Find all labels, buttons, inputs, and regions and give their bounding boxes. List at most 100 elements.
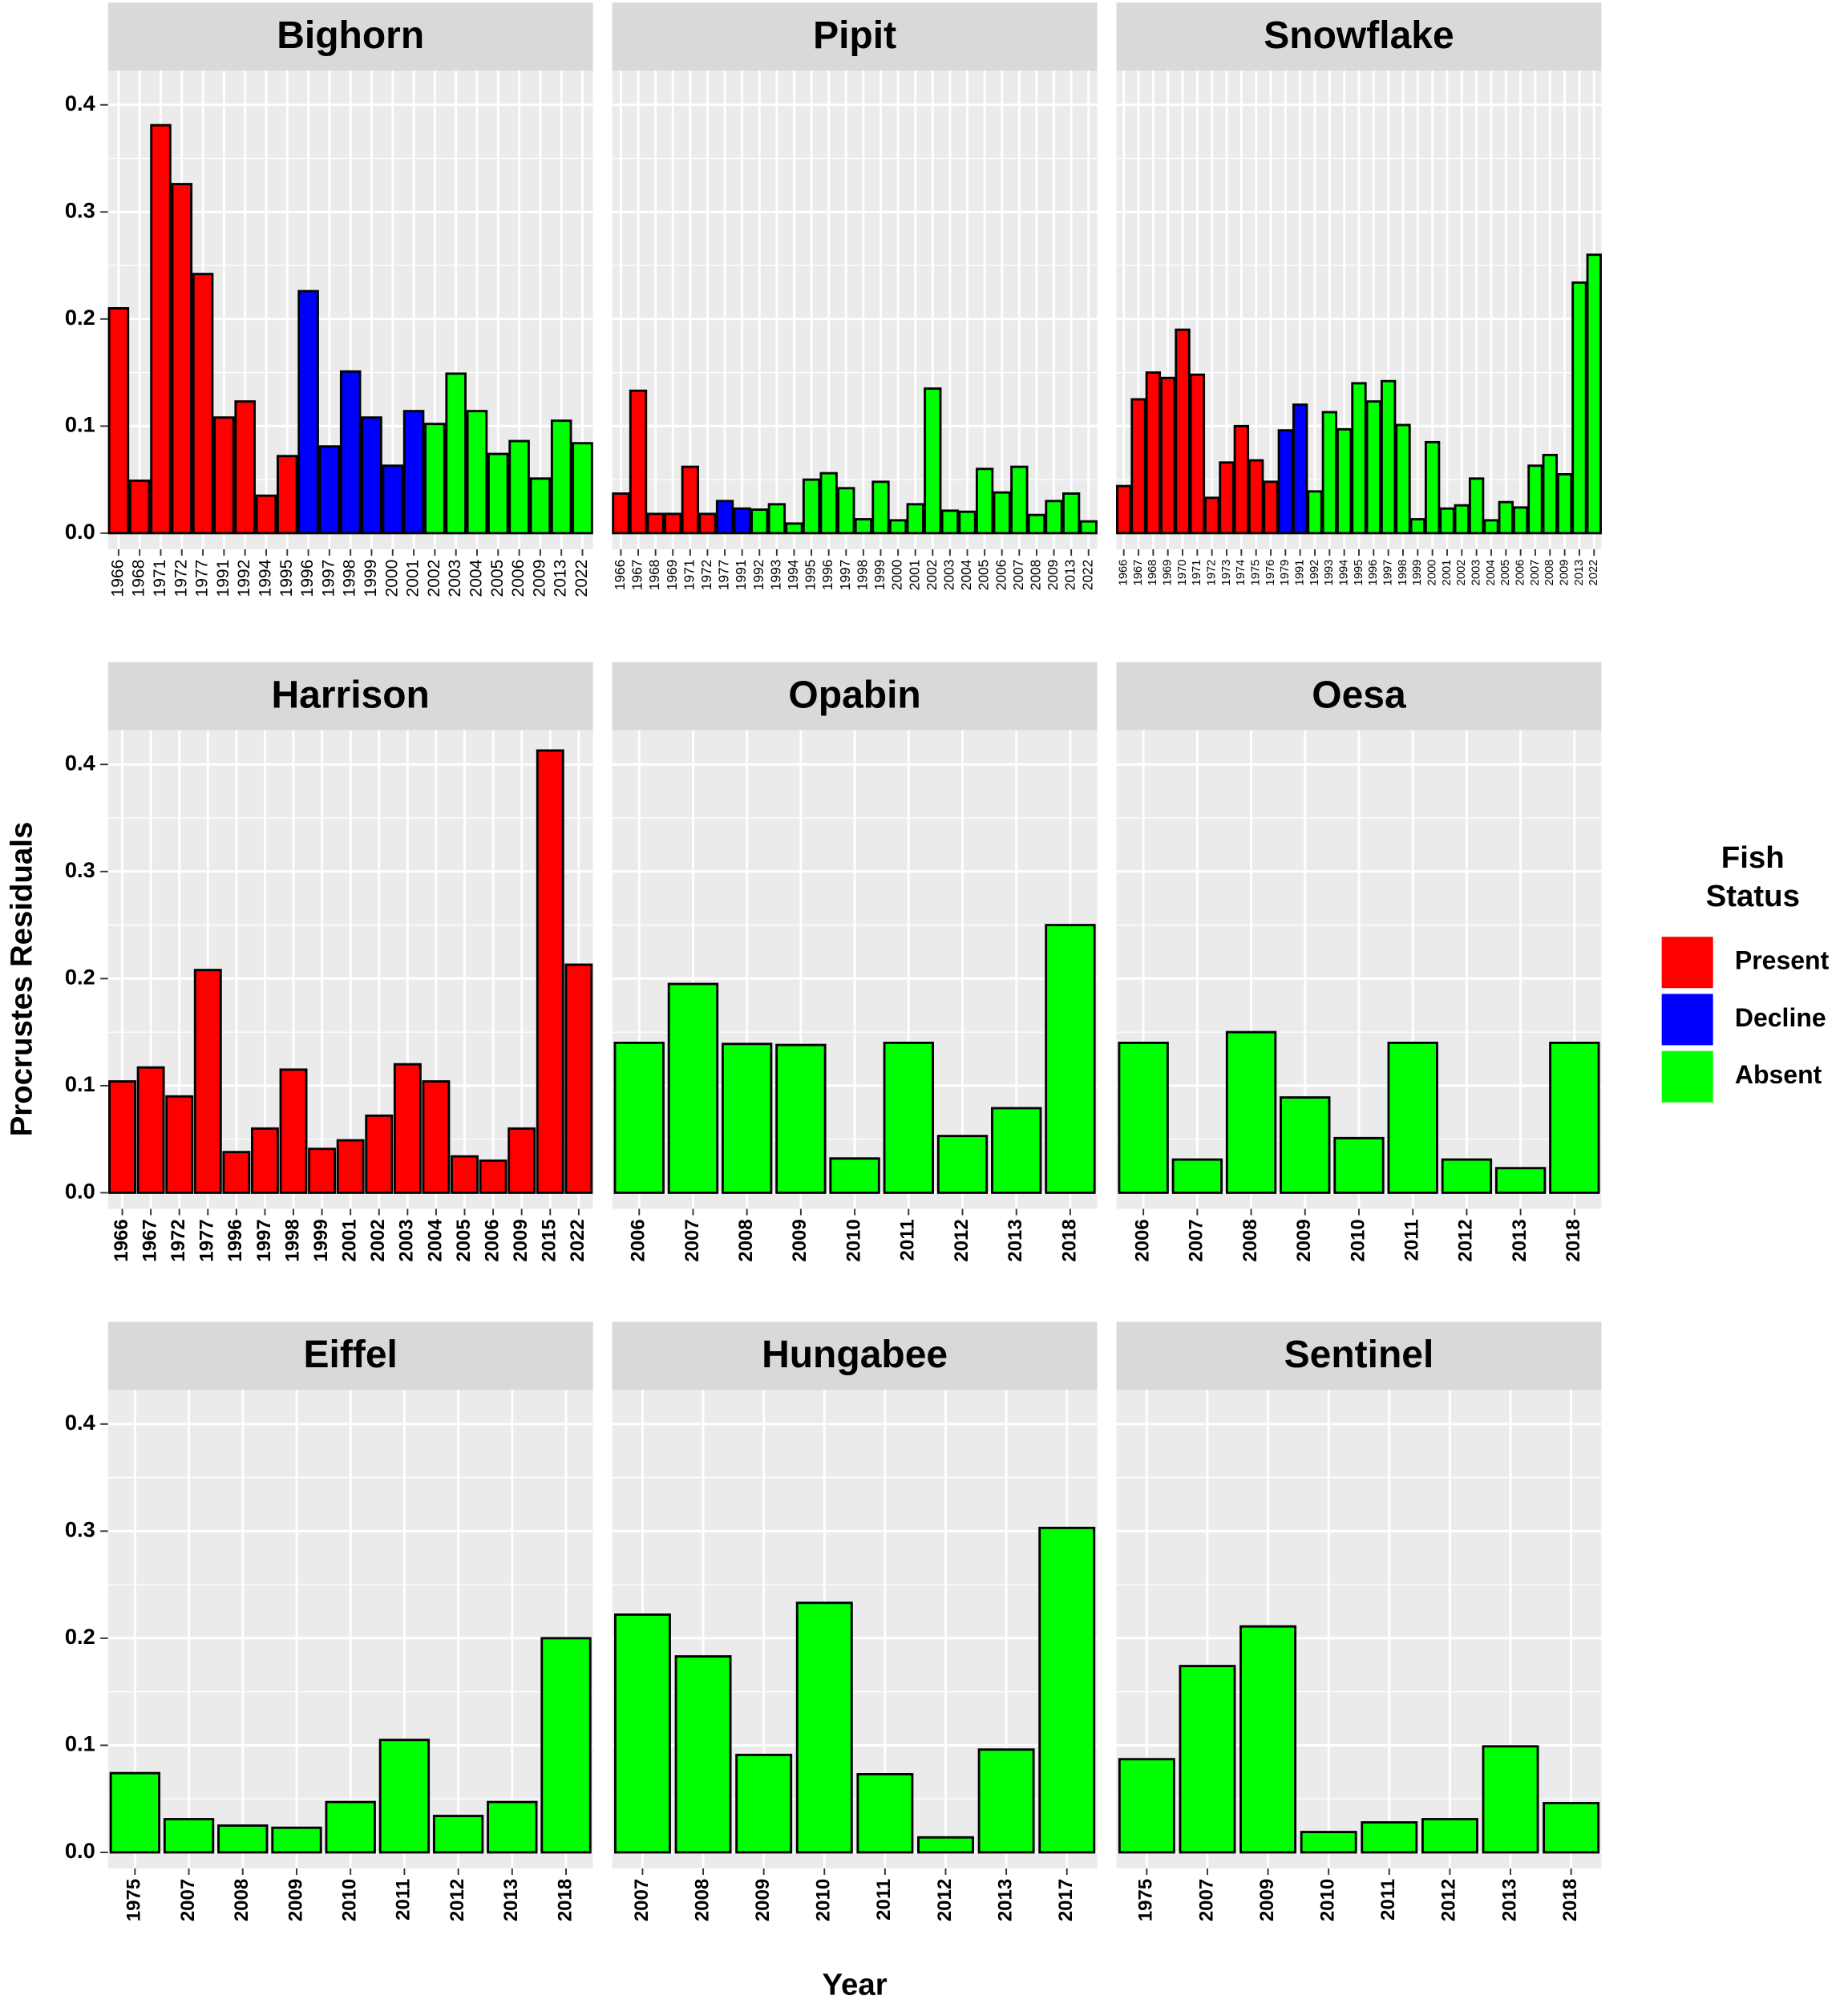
strip <box>107 662 593 731</box>
bar <box>613 1613 671 1854</box>
bar <box>365 1114 394 1194</box>
x-tick-label: 2006 <box>509 560 528 597</box>
bar <box>1118 1758 1175 1854</box>
bar <box>1542 453 1558 535</box>
bar <box>336 1139 365 1194</box>
y-tick-label: 0.2 <box>65 965 95 990</box>
bar <box>1045 924 1096 1194</box>
x-tick-label: 1976 <box>1264 560 1277 586</box>
bar <box>1482 1745 1539 1854</box>
y-tick-label: 0.0 <box>65 519 95 544</box>
x-tick-label: 1991 <box>214 560 233 597</box>
bar <box>1361 1821 1418 1854</box>
bar <box>1543 1802 1600 1854</box>
bar <box>402 410 425 535</box>
y-tick-label: 0.3 <box>65 197 95 222</box>
x-axis-label: Year <box>823 1967 888 2002</box>
x-tick-label: 2013 <box>1005 1219 1026 1261</box>
x-tick-label: 2012 <box>951 1219 973 1261</box>
bar <box>250 1127 279 1194</box>
x-tick-label: 2007 <box>1186 1219 1207 1261</box>
x-tick-label: 1999 <box>871 560 888 590</box>
bar <box>487 452 509 535</box>
strip <box>1116 2 1602 71</box>
x-tick-label: 2018 <box>1559 1879 1581 1921</box>
bar <box>1421 1818 1478 1854</box>
bar <box>222 1151 251 1194</box>
bar <box>721 1042 773 1194</box>
x-tick-label: 2005 <box>976 560 992 590</box>
bar <box>1045 500 1063 535</box>
bar <box>1336 427 1353 535</box>
bar <box>507 1127 536 1194</box>
bar <box>917 1836 974 1854</box>
x-tick-label: 2005 <box>488 560 507 597</box>
x-tick-label: 2012 <box>934 1879 956 1921</box>
x-tick-label: 2002 <box>367 1219 389 1261</box>
x-tick-label: 2000 <box>1426 560 1439 586</box>
bar <box>767 503 787 535</box>
bar <box>150 123 172 535</box>
x-tick-label: 2004 <box>958 559 974 590</box>
bar <box>213 416 235 535</box>
x-tick-label: 1967 <box>139 1219 160 1261</box>
x-tick-label: 1993 <box>1323 560 1336 586</box>
x-tick-label: 1996 <box>298 560 317 597</box>
x-tick-label: 2013 <box>500 1879 522 1921</box>
x-tick-label: 2001 <box>906 560 922 590</box>
bar <box>361 416 382 535</box>
panel-title: Snowflake <box>1264 14 1454 57</box>
bar <box>325 1800 376 1854</box>
x-tick-label: 2004 <box>467 559 486 597</box>
x-tick-label: 2018 <box>1563 1219 1584 1261</box>
bar <box>297 289 319 535</box>
bar <box>1494 1167 1547 1194</box>
x-tick-label: 2007 <box>1529 560 1542 586</box>
x-tick-label: 2005 <box>453 1219 475 1261</box>
bar <box>193 969 222 1194</box>
bar <box>667 982 719 1194</box>
bar <box>735 1753 793 1854</box>
x-tick-label: 2004 <box>1485 560 1498 586</box>
bar <box>279 1068 308 1194</box>
x-tick-label: 1997 <box>319 560 338 597</box>
bar <box>1061 492 1081 535</box>
bar <box>540 1637 592 1854</box>
bar <box>854 518 873 535</box>
x-tick-label: 1977 <box>716 560 732 590</box>
bar <box>1439 507 1455 535</box>
y-tick-label: 0.3 <box>65 857 95 882</box>
bar <box>508 439 530 535</box>
bar <box>1263 480 1279 535</box>
bar <box>940 509 960 535</box>
strip <box>107 2 593 71</box>
legend-label: Decline <box>1735 1003 1826 1032</box>
bar <box>1333 1136 1385 1194</box>
bar <box>1248 459 1264 535</box>
x-tick-label: 2009 <box>1045 560 1061 590</box>
x-tick-label: 1996 <box>224 1219 246 1261</box>
bar <box>466 410 488 535</box>
bar <box>612 492 630 535</box>
x-tick-label: 2012 <box>1455 1219 1477 1261</box>
bar <box>802 478 821 535</box>
x-tick-label: 2007 <box>631 1879 653 1921</box>
x-tick-label: 2013 <box>994 1879 1016 1921</box>
x-tick-label: 2011 <box>897 1219 919 1261</box>
x-tick-label: 2022 <box>1587 560 1600 586</box>
y-tick-label: 0.1 <box>65 412 95 437</box>
x-tick-label: 2000 <box>382 560 401 597</box>
x-tick-label: 2010 <box>339 1879 361 1921</box>
bar <box>674 1655 732 1854</box>
x-tick-label: 2008 <box>1027 560 1043 590</box>
panel-title: Sentinel <box>1284 1334 1434 1376</box>
y-tick-label: 0.2 <box>65 305 95 330</box>
bar <box>681 465 700 535</box>
y-tick-label: 0.4 <box>65 750 95 775</box>
x-tick-label: 2006 <box>993 560 1009 590</box>
bar <box>1307 490 1323 535</box>
bar <box>733 507 751 535</box>
x-tick-label: 1969 <box>1162 560 1175 586</box>
x-tick-label: 2009 <box>1558 560 1571 586</box>
bar <box>107 307 130 535</box>
